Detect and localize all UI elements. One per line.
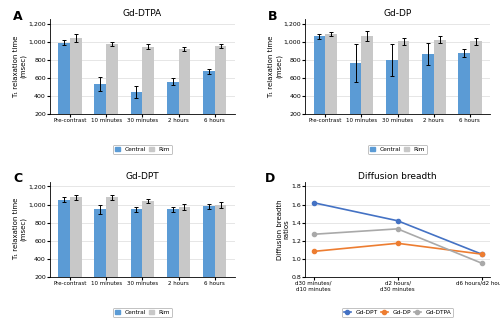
Bar [58, 43, 70, 114]
Bar [70, 38, 82, 114]
Bar [350, 63, 362, 114]
Gd-DP [310, 250, 316, 253]
Title: Gd-DPT: Gd-DPT [126, 172, 159, 181]
Bar [434, 40, 446, 114]
Legend: Gd-DPT, Gd-DP, Gd-DTPA: Gd-DPT, Gd-DP, Gd-DTPA [342, 308, 454, 317]
Bar [398, 41, 409, 114]
Gd-DP [478, 252, 484, 256]
Bar [326, 34, 338, 114]
Title: Gd-DP: Gd-DP [384, 9, 411, 18]
Gd-DP [394, 241, 400, 245]
Legend: Central, Rim: Central, Rim [368, 145, 427, 154]
Gd-DPT [478, 252, 484, 256]
Bar [166, 210, 178, 277]
Y-axis label: T₁ relaxation time
(msec): T₁ relaxation time (msec) [268, 35, 282, 98]
Y-axis label: Diffusion breadth
ratios: Diffusion breadth ratios [276, 199, 289, 259]
Gd-DTPA [310, 232, 316, 236]
Text: C: C [13, 172, 22, 185]
Bar [362, 36, 374, 114]
Gd-DPT [394, 219, 400, 223]
Gd-DTPA [394, 227, 400, 231]
Title: Diffusion breadth: Diffusion breadth [358, 172, 437, 181]
Title: Gd-DTPA: Gd-DTPA [123, 9, 162, 18]
Bar [58, 200, 70, 277]
Bar [94, 84, 106, 114]
Gd-DTPA [478, 261, 484, 265]
Bar [130, 210, 142, 277]
Y-axis label: T₁ relaxation time
(msec): T₁ relaxation time (msec) [14, 35, 27, 98]
Bar [202, 71, 214, 114]
Bar [214, 205, 226, 277]
Bar [458, 53, 469, 114]
Bar [470, 41, 482, 114]
Bar [314, 36, 326, 114]
Line: Gd-DP: Gd-DP [312, 241, 484, 256]
Bar [178, 49, 190, 114]
Bar [106, 44, 118, 114]
Bar [214, 46, 226, 114]
Bar [70, 197, 82, 277]
Bar [422, 54, 434, 114]
Bar [202, 206, 214, 277]
Bar [178, 207, 190, 277]
Bar [106, 197, 118, 277]
Line: Gd-DTPA: Gd-DTPA [312, 227, 484, 265]
Line: Gd-DPT: Gd-DPT [312, 201, 484, 256]
Bar [142, 47, 154, 114]
Bar [94, 210, 106, 277]
Legend: Central, Rim: Central, Rim [113, 145, 172, 154]
Legend: Central, Rim: Central, Rim [113, 308, 172, 317]
Text: B: B [268, 10, 278, 23]
Y-axis label: T₁ relaxation time
(msec): T₁ relaxation time (msec) [14, 198, 27, 260]
Bar [386, 60, 398, 114]
Text: D: D [264, 172, 274, 185]
Gd-DPT [310, 201, 316, 204]
Bar [130, 92, 142, 114]
Text: A: A [13, 10, 22, 23]
Bar [166, 82, 178, 114]
Bar [142, 201, 154, 277]
